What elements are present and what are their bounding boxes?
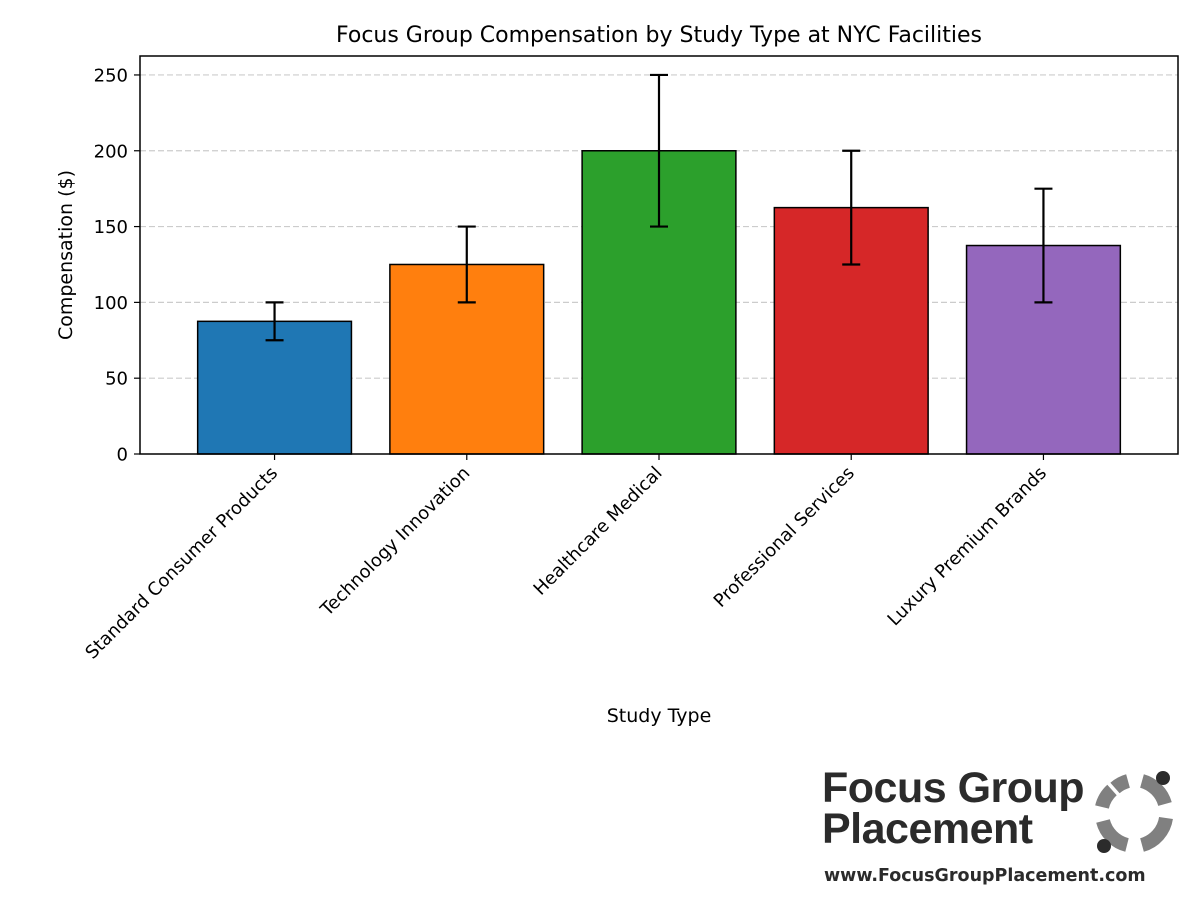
x-axis-label: Study Type bbox=[607, 705, 712, 727]
bar-chart: Focus Group Compensation by Study Type a… bbox=[55, 23, 1179, 727]
y-axis-label: Compensation ($) bbox=[55, 170, 77, 340]
y-tick-label: 200 bbox=[94, 141, 128, 162]
logo-url: www.FocusGroupPlacement.com bbox=[824, 866, 1146, 886]
x-axis: Standard Consumer Products Technology Inn… bbox=[81, 454, 1051, 663]
bars-group bbox=[196, 150, 1122, 455]
logo-name-line1: Focus Group bbox=[822, 764, 1085, 812]
y-tick-label: 0 bbox=[117, 445, 128, 466]
x-tick-label: Standard Consumer Products bbox=[81, 463, 282, 664]
x-tick-label: Professional Services bbox=[710, 463, 859, 612]
chart-title: Focus Group Compensation by Study Type a… bbox=[336, 23, 982, 48]
logo-ring-icon bbox=[1095, 771, 1173, 853]
bar bbox=[196, 320, 353, 455]
y-tick-label: 50 bbox=[105, 369, 128, 390]
error-bars-group bbox=[265, 73, 1053, 342]
logo-name-line2: Placement bbox=[822, 805, 1033, 853]
x-tick-label: Healthcare Medical bbox=[530, 463, 667, 600]
y-tick-label: 250 bbox=[94, 65, 128, 86]
x-tick-label: Technology Innovation bbox=[316, 463, 474, 621]
y-axis: 0 50 100 150 200 250 bbox=[94, 65, 140, 466]
y-tick-label: 150 bbox=[94, 217, 128, 238]
x-tick-label: Luxury Premium Brands bbox=[884, 463, 1051, 630]
company-logo: Focus Group Placement www.FocusGroupPlac… bbox=[822, 764, 1182, 898]
y-tick-label: 100 bbox=[94, 293, 128, 314]
